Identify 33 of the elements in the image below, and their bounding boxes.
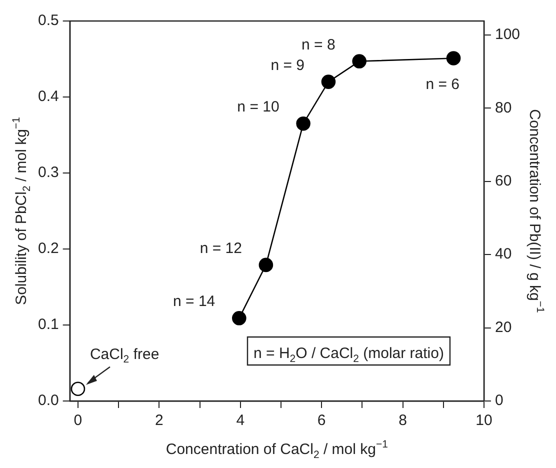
y2-tick-label: 0 bbox=[494, 392, 504, 410]
y2-tick-label: 80 bbox=[494, 99, 512, 116]
y-tick-label: 0.0 bbox=[38, 392, 59, 410]
y-axis-title: Solubility of PbCl2 / mol kg−1 bbox=[10, 116, 33, 305]
x-tick-label: 4 bbox=[236, 412, 245, 430]
y-tick-label: 0.5 bbox=[38, 12, 59, 30]
y-tick-label: 0.1 bbox=[38, 316, 59, 334]
point bbox=[446, 51, 461, 66]
y2-tick-label: 60 bbox=[494, 172, 512, 190]
x-tick-label: 6 bbox=[317, 412, 326, 430]
point bbox=[352, 54, 366, 68]
annotation: n = 12 bbox=[200, 240, 242, 257]
x-tick-label: 8 bbox=[398, 412, 407, 430]
y-tick-label: 0.4 bbox=[38, 88, 59, 106]
x-tick-label: 10 bbox=[476, 412, 492, 430]
y2-tick-label: 40 bbox=[494, 246, 512, 263]
annotation: n = 9 bbox=[270, 56, 304, 74]
y2-tick-label: 20 bbox=[494, 318, 512, 336]
annotation: n = 10 bbox=[237, 98, 280, 116]
point bbox=[321, 74, 336, 89]
annotation: n = 8 bbox=[302, 36, 336, 54]
y-tick-label: 0.2 bbox=[38, 240, 59, 258]
annotation: n = 14 bbox=[173, 293, 216, 310]
point bbox=[296, 116, 310, 131]
y-tick-label: 0.3 bbox=[38, 164, 59, 182]
y2-tick-label: 100 bbox=[494, 26, 520, 44]
x-tick-label: 0 bbox=[74, 412, 82, 430]
x-tick-label: 2 bbox=[155, 412, 164, 430]
y2-axis-title: Concentration of Pb(II) / g kg−1 bbox=[526, 109, 546, 314]
point bbox=[70, 382, 86, 396]
annotation: n = 6 bbox=[426, 76, 460, 94]
point bbox=[258, 258, 274, 272]
point bbox=[232, 311, 246, 326]
